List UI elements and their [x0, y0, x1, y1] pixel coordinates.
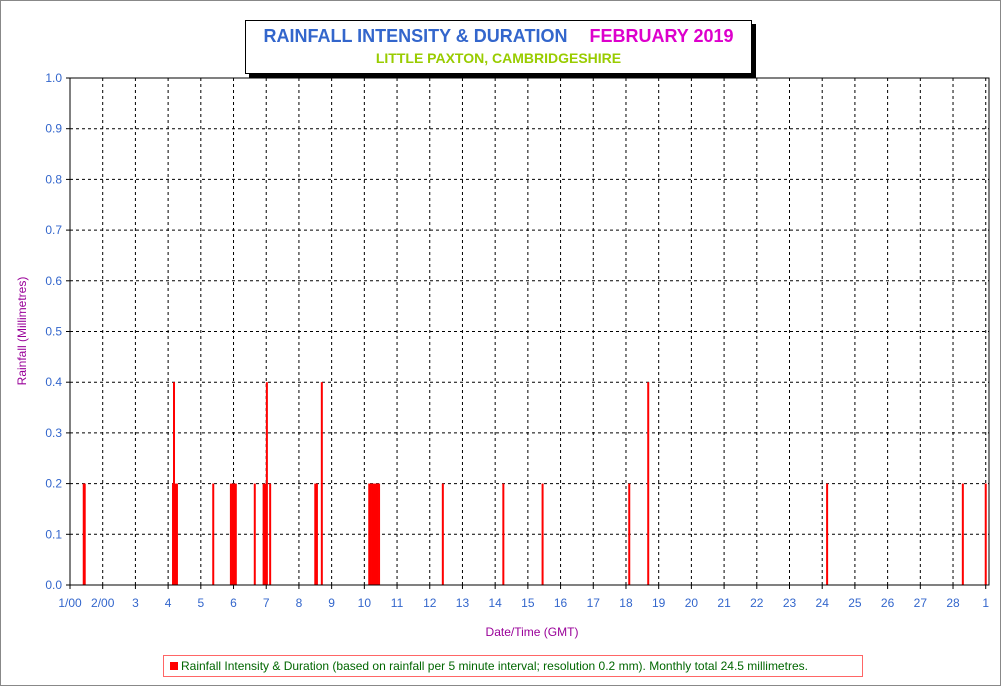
y-tick-label: 0.3: [45, 426, 62, 440]
rainfall-bar: [264, 483, 267, 585]
x-tick-label: 15: [521, 596, 535, 610]
rainfall-bar: [368, 483, 371, 585]
legend-entry: Rainfall Intensity & Duration (based on …: [181, 659, 808, 673]
rainfall-bar: [502, 483, 505, 585]
x-tick-label: 1/00: [58, 596, 82, 610]
x-tick-label: 28: [946, 596, 960, 610]
x-axis-title: Date/Time (GMT): [486, 625, 579, 639]
y-tick-label: 0.1: [45, 527, 62, 541]
rainfall-bar: [231, 483, 234, 585]
rainfall-bar: [826, 483, 829, 585]
x-tick-label: 20: [685, 596, 699, 610]
x-tick-label: 26: [881, 596, 895, 610]
x-tick-labels: 1/00 2/00 3 4 5 6 7 8 9 10 11 12 13 14 15 16 17 18 19 20 21 2…: [58, 596, 989, 610]
x-tick-label: 22: [750, 596, 764, 610]
rainfall-bar: [441, 483, 444, 585]
y-tick-label: 0.9: [45, 122, 62, 136]
rainfall-bar: [628, 483, 631, 585]
rainfall-bar: [374, 483, 377, 585]
y-tick-label: 0.6: [45, 274, 62, 288]
x-tick-label: 27: [914, 596, 928, 610]
rainfall-bar: [373, 483, 376, 585]
x-tick-label: 19: [652, 596, 666, 610]
chart-title-period: FEBRUARY 2019: [589, 26, 734, 46]
rainfall-bar: [265, 382, 268, 585]
x-tick-label: 12: [423, 596, 437, 610]
chart-title-line: RAINFALL INTENSITY & DURATION FEBRUARY 20…: [246, 26, 751, 47]
rainfall-bar: [229, 483, 232, 585]
rainfall-bar: [253, 483, 256, 585]
x-tick-label: 14: [488, 596, 502, 610]
rainfall-bar: [233, 483, 236, 585]
rainfall-bar: [269, 483, 272, 585]
rainfall-bar: [369, 483, 372, 585]
rainfall-bar: [371, 483, 374, 585]
x-tick-label: 16: [554, 596, 568, 610]
rainfall-bar: [647, 382, 650, 585]
x-tick-label: 6: [230, 596, 237, 610]
x-tick-label: 11: [391, 596, 404, 610]
x-tick-label: 9: [328, 596, 335, 610]
x-tick-label: 23: [783, 596, 797, 610]
rainfall-bar: [315, 483, 318, 585]
y-axis-title: Rainfall (Millimetres): [15, 277, 29, 386]
gridlines: [70, 77, 989, 585]
y-tick-label: 0.2: [45, 477, 62, 491]
rainfall-bar: [984, 483, 987, 585]
plot-border: [69, 77, 990, 586]
x-tick-label: 17: [587, 596, 601, 610]
y-tick-label: 0.0: [45, 578, 62, 592]
rainfall-bar: [961, 483, 964, 585]
y-tick-label: 0.7: [45, 223, 62, 237]
rainfall-bar: [378, 483, 381, 585]
x-tick-label: 24: [816, 596, 830, 610]
rainfall-bar: [175, 483, 178, 585]
chart-title: RAINFALL INTENSITY & DURATION: [263, 26, 568, 46]
rainfall-bars: [82, 382, 987, 585]
rainfall-bar: [234, 483, 237, 585]
rainfall-bar: [212, 483, 215, 585]
legend: Rainfall Intensity & Duration (based on …: [163, 655, 863, 677]
x-tick-label: 18: [619, 596, 633, 610]
x-tick-label: 10: [358, 596, 372, 610]
x-tick-label: 25: [848, 596, 862, 610]
rainfall-bar: [376, 483, 379, 585]
y-tick-label: 0.5: [45, 325, 62, 339]
chart-title-box: RAINFALL INTENSITY & DURATION FEBRUARY 20…: [245, 20, 752, 74]
y-tick-label: 0.8: [45, 172, 62, 186]
rainfall-bar: [262, 483, 265, 585]
rainfall-bar: [174, 483, 177, 585]
rainfall-bar: [83, 483, 86, 585]
x-tick-label: 5: [197, 596, 204, 610]
rainfall-bar: [541, 483, 544, 585]
y-tick-labels: 0.0 0.1 0.2 0.3 0.4 0.5 0.6 0.7 0.8 0.9 1.0: [45, 71, 62, 592]
chart-subtitle: LITTLE PAXTON, CAMBRIDGESHIRE: [375, 50, 622, 66]
x-tick-label: 4: [165, 596, 172, 610]
x-tick-label: 21: [717, 596, 731, 610]
x-tick-label: 8: [296, 596, 303, 610]
rainfall-bar: [173, 382, 176, 585]
x-tick-label: 3: [132, 596, 139, 610]
x-tick-label: 7: [263, 596, 270, 610]
x-tick-label: 1: [982, 596, 989, 610]
rainfall-bar: [314, 483, 317, 585]
x-tick-label: 2/00: [91, 596, 115, 610]
axes: [66, 77, 990, 589]
rainfall-bar: [320, 382, 323, 585]
x-tick-label: 13: [456, 596, 470, 610]
legend-swatch: [170, 662, 178, 670]
y-tick-label: 1.0: [45, 71, 62, 85]
y-tick-label: 0.4: [45, 375, 62, 389]
